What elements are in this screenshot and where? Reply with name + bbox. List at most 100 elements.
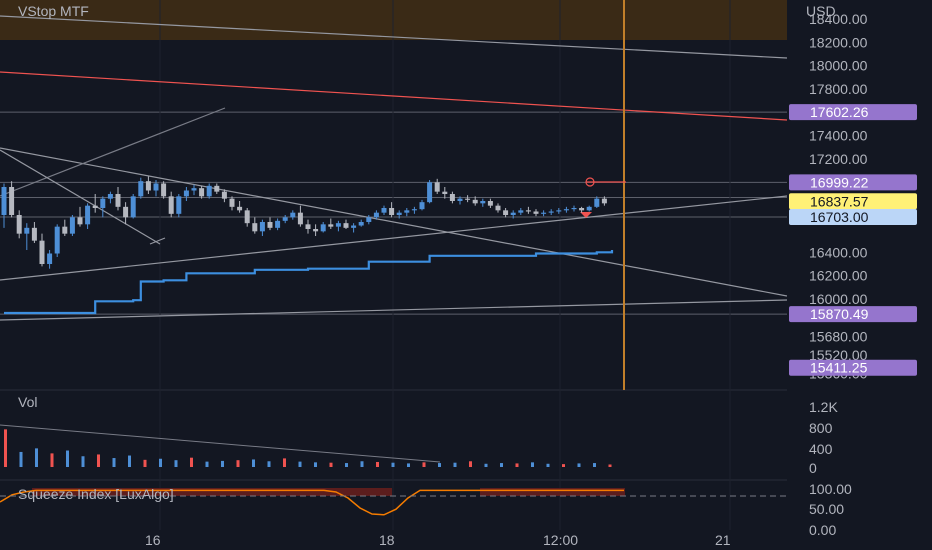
candle-body[interactable] xyxy=(404,210,410,213)
candle-body[interactable] xyxy=(69,217,75,234)
candle-body[interactable] xyxy=(563,209,569,211)
candle-body[interactable] xyxy=(533,211,539,214)
candles-series[interactable] xyxy=(1,176,607,269)
trendline[interactable] xyxy=(0,299,788,321)
candle-body[interactable] xyxy=(320,224,326,232)
candle-body[interactable] xyxy=(548,211,554,213)
candle-body[interactable] xyxy=(480,201,486,204)
squeeze-tick-label: 100.00 xyxy=(809,481,852,497)
candle-body[interactable] xyxy=(472,199,478,204)
candle-body[interactable] xyxy=(244,210,250,224)
candle-body[interactable] xyxy=(594,198,600,207)
candle-body[interactable] xyxy=(503,210,509,215)
candle-body[interactable] xyxy=(259,222,265,232)
candle-body[interactable] xyxy=(161,183,167,197)
candle-body[interactable] xyxy=(457,198,463,201)
candle-body[interactable] xyxy=(351,225,357,228)
candle-body[interactable] xyxy=(54,226,60,254)
candle-body[interactable] xyxy=(571,208,577,210)
candle-body[interactable] xyxy=(389,208,395,215)
candle-body[interactable] xyxy=(411,209,417,211)
candle-body[interactable] xyxy=(153,183,159,191)
candle-body[interactable] xyxy=(168,196,174,214)
candle-body[interactable] xyxy=(275,220,281,228)
candle-body[interactable] xyxy=(510,212,516,215)
candle-body[interactable] xyxy=(366,217,372,222)
candle-body[interactable] xyxy=(449,194,455,201)
candle-body[interactable] xyxy=(1,187,7,215)
trendline[interactable] xyxy=(0,71,788,121)
trendline[interactable] xyxy=(0,15,788,59)
candle-body[interactable] xyxy=(107,194,113,199)
candle-body[interactable] xyxy=(267,222,273,228)
trendline[interactable] xyxy=(0,147,788,297)
candle-body[interactable] xyxy=(434,182,440,192)
candle-body[interactable] xyxy=(100,198,106,208)
candle-body[interactable] xyxy=(237,206,243,211)
alert-marker[interactable] xyxy=(585,177,626,187)
candle-body[interactable] xyxy=(16,215,22,234)
trendline[interactable] xyxy=(0,195,788,281)
candle-body[interactable] xyxy=(487,201,493,206)
candle-body[interactable] xyxy=(183,190,189,197)
candle-body[interactable] xyxy=(31,227,37,241)
candle-body[interactable] xyxy=(214,185,220,192)
candle-body[interactable] xyxy=(92,205,98,208)
candle-body[interactable] xyxy=(419,202,425,210)
candle-body[interactable] xyxy=(282,217,288,221)
candle-body[interactable] xyxy=(579,208,585,211)
candle-body[interactable] xyxy=(381,208,387,213)
indicator-vstop-label[interactable]: VStop MTF xyxy=(18,3,89,19)
squeeze-line xyxy=(0,489,624,516)
squeeze-zone xyxy=(480,488,625,496)
candle-body[interactable] xyxy=(24,227,30,234)
candle-body[interactable] xyxy=(556,210,562,212)
candle-body[interactable] xyxy=(252,223,258,232)
candle-body[interactable] xyxy=(47,253,53,265)
candle-body[interactable] xyxy=(85,205,91,225)
candle-body[interactable] xyxy=(130,196,136,218)
candle-body[interactable] xyxy=(328,224,334,227)
candle-body[interactable] xyxy=(145,181,151,191)
candle-body[interactable] xyxy=(62,226,68,234)
candle-body[interactable] xyxy=(465,198,471,200)
candle-body[interactable] xyxy=(77,217,83,225)
candle-body[interactable] xyxy=(601,198,607,204)
candle-body[interactable] xyxy=(427,182,433,203)
candle-body[interactable] xyxy=(373,212,379,218)
trendline[interactable] xyxy=(149,237,166,245)
indicator-vol-label[interactable]: Vol xyxy=(18,394,37,410)
candle-body[interactable] xyxy=(586,206,592,211)
candle-body[interactable] xyxy=(541,212,547,214)
candle-body[interactable] xyxy=(206,185,212,197)
candle-body[interactable] xyxy=(115,194,121,207)
candle-body[interactable] xyxy=(138,181,144,197)
candle-body[interactable] xyxy=(305,224,311,229)
candle-body[interactable] xyxy=(176,196,182,214)
candle-body[interactable] xyxy=(396,212,402,215)
candle-body[interactable] xyxy=(199,188,205,197)
candle-body[interactable] xyxy=(335,223,341,227)
candle-body[interactable] xyxy=(221,191,227,199)
price-tag-label: 15870.49 xyxy=(810,306,869,322)
candle-body[interactable] xyxy=(290,212,296,218)
candle-body[interactable] xyxy=(229,198,235,207)
trendline[interactable] xyxy=(0,149,161,245)
candle-body[interactable] xyxy=(343,223,349,228)
candle-body[interactable] xyxy=(123,206,129,218)
candle-body[interactable] xyxy=(191,188,197,191)
price-axis[interactable] xyxy=(787,0,932,550)
candle-body[interactable] xyxy=(518,210,524,213)
candle-body[interactable] xyxy=(313,229,319,232)
candle-body[interactable] xyxy=(525,210,531,212)
candle-body[interactable] xyxy=(9,187,15,215)
candle-body[interactable] xyxy=(495,205,501,211)
candle-body[interactable] xyxy=(297,212,303,225)
indicator-squeeze-label[interactable]: Squeeze Index [LuxAlgo] xyxy=(18,486,174,502)
volume-bar xyxy=(267,461,271,467)
candle-body[interactable] xyxy=(358,222,364,226)
candle-body[interactable] xyxy=(442,191,448,194)
candle-body[interactable] xyxy=(39,240,45,264)
trendline[interactable] xyxy=(0,107,226,197)
